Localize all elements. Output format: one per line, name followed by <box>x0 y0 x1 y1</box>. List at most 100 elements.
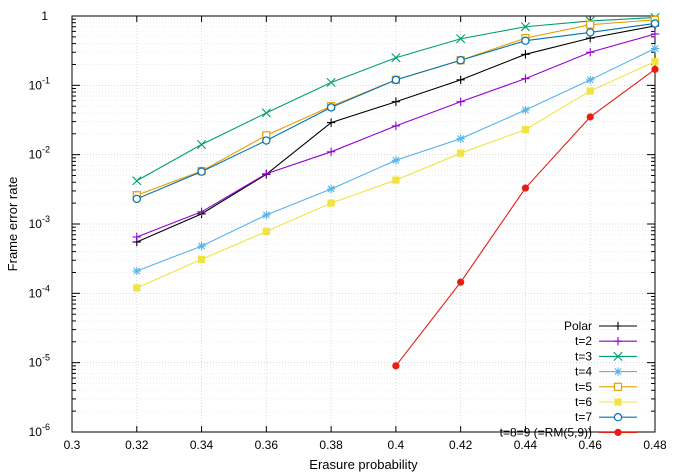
data-point <box>326 77 336 88</box>
data-point <box>520 22 531 32</box>
y-tick-label: 10-3 <box>29 214 50 231</box>
data-point <box>650 44 660 53</box>
data-point <box>392 362 400 370</box>
legend-label: t=8=9 (=RM(5,9)) <box>500 425 592 439</box>
x-tick-label: 0.42 <box>449 438 473 452</box>
data-point <box>196 139 207 150</box>
data-point <box>586 20 595 29</box>
y-tick-label: 10-2 <box>29 145 50 162</box>
series-0 <box>132 21 660 247</box>
y-tick-label: 10-6 <box>29 422 50 439</box>
data-point <box>326 147 336 156</box>
data-point <box>521 184 530 192</box>
data-point <box>391 121 401 131</box>
data-point <box>456 97 465 106</box>
legend-label: Polar <box>564 319 592 333</box>
data-point <box>197 207 206 216</box>
data-point <box>613 337 623 346</box>
series-7 <box>392 65 659 370</box>
data-point <box>392 176 400 184</box>
data-point <box>457 278 465 286</box>
data-point <box>521 36 530 45</box>
data-point <box>262 169 271 178</box>
data-point <box>132 266 141 276</box>
data-point <box>586 75 595 85</box>
data-point <box>261 108 271 118</box>
legend-label: t=5 <box>575 380 592 394</box>
series-3 <box>132 44 660 276</box>
x-tick-label: 0.3 <box>64 438 81 452</box>
data-point <box>391 156 401 165</box>
data-point <box>197 167 206 176</box>
data-point <box>391 53 401 63</box>
data-point <box>651 65 659 73</box>
y-tick-label: 1 <box>41 9 48 23</box>
data-point <box>456 75 465 85</box>
x-tick-label: 0.32 <box>125 438 149 452</box>
data-point <box>521 105 530 115</box>
data-point <box>457 149 465 157</box>
data-point <box>391 97 401 106</box>
data-point <box>613 382 623 391</box>
y-tick-label: 10-4 <box>29 283 50 300</box>
data-point <box>613 351 623 361</box>
data-point <box>132 176 142 186</box>
data-point <box>197 255 206 263</box>
data-point <box>133 284 141 292</box>
y-tick-label: 10-5 <box>29 353 50 370</box>
data-point <box>197 241 206 251</box>
data-point <box>262 136 271 145</box>
series-2 <box>132 12 660 186</box>
data-point <box>521 50 530 59</box>
x-tick-label: 0.38 <box>319 438 343 452</box>
data-point <box>521 74 530 83</box>
data-point <box>614 428 622 437</box>
data-point <box>613 367 623 376</box>
series-6 <box>132 19 660 204</box>
data-point <box>613 321 623 331</box>
y-axis-label: Frame error rate <box>5 177 20 272</box>
x-tick-label: 0.36 <box>255 438 279 452</box>
data-point <box>262 210 271 220</box>
data-point <box>586 28 595 37</box>
legend-label: t=4 <box>575 365 592 379</box>
legend-label: t=6 <box>575 395 592 409</box>
y-tick-label: 10-1 <box>29 75 50 92</box>
data-point <box>326 103 336 112</box>
data-point <box>391 75 401 85</box>
axis-ticks: 0.3 0.32 0.34 0.36 0.38 0.4 0.42 0.44 0.46 0.48 10… <box>29 9 667 452</box>
x-tick-label: 0.4 <box>388 438 405 452</box>
series-1 <box>132 29 660 242</box>
data-point <box>326 118 336 127</box>
legend-label: t=2 <box>575 334 592 348</box>
data-point <box>586 48 595 57</box>
data-point <box>521 125 530 134</box>
legend-label: t=7 <box>575 410 592 424</box>
series-layer <box>132 12 660 370</box>
data-point <box>651 57 659 66</box>
x-tick-label: 0.46 <box>579 438 603 452</box>
x-axis-label: Erasure probability <box>309 457 418 472</box>
data-point <box>586 113 594 121</box>
data-point <box>650 19 660 28</box>
data-point <box>326 184 336 194</box>
x-tick-label: 0.44 <box>514 438 538 452</box>
data-point <box>456 134 465 143</box>
data-point <box>132 232 141 242</box>
data-point <box>456 34 466 44</box>
data-point <box>650 29 660 39</box>
data-point <box>586 87 594 95</box>
legend-label: t=3 <box>575 349 592 363</box>
x-tick-label: 0.34 <box>190 438 214 452</box>
x-tick-label: 0.48 <box>643 438 667 452</box>
grid <box>72 16 655 432</box>
data-point <box>456 56 465 65</box>
data-point <box>327 199 335 207</box>
data-point <box>614 398 622 406</box>
data-point <box>132 194 141 204</box>
series-5 <box>133 57 659 292</box>
data-point <box>613 413 623 422</box>
data-point <box>262 227 270 236</box>
